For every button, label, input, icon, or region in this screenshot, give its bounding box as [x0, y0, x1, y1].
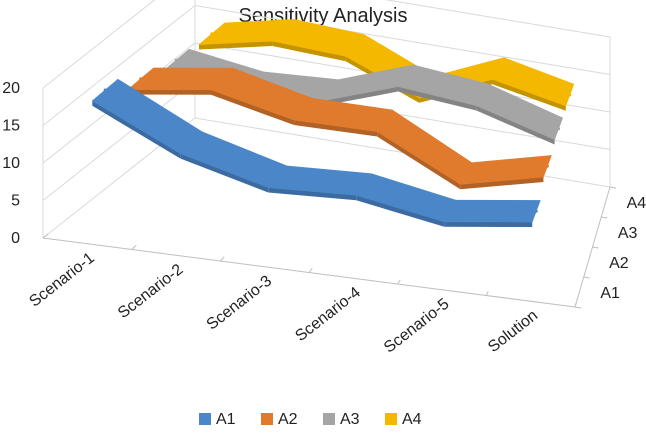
ribbon-side-a2-0: [127, 89, 211, 95]
point-a3-3: [404, 74, 408, 78]
category-tick: [42, 233, 49, 239]
ribbon-side-a4-4: [492, 79, 566, 111]
point-a4-4: [496, 67, 500, 70]
depth-label: A2: [609, 255, 629, 272]
point-a4-2: [353, 44, 357, 47]
category-tick: [131, 244, 137, 250]
ribbon-top-a4-4: [492, 57, 575, 107]
depth-tick: [583, 276, 590, 279]
category-tick: [308, 267, 313, 273]
point-a2-1: [220, 77, 224, 81]
point-a4-5: [568, 93, 572, 97]
point-a1-4: [448, 209, 452, 213]
point-a1-3: [362, 183, 366, 186]
depth-tick: [601, 216, 608, 219]
ribbon-side-a1-0: [92, 100, 181, 159]
point-a3-2: [327, 89, 331, 92]
ribbon-side-a3-4: [476, 105, 555, 145]
axes: [42, 186, 617, 309]
legend-swatch-a4: [385, 413, 397, 425]
legend-label-a2: A2: [278, 411, 298, 428]
ribbon-side-a1-1: [180, 153, 269, 193]
ribbon-top-a2-4: [460, 155, 552, 185]
category-label: Scenario-1: [26, 249, 98, 310]
category-label: Scenario-4: [292, 284, 364, 345]
category-tick: [485, 291, 489, 296]
y-tick-label: 20: [2, 80, 20, 97]
point-a1-5: [534, 209, 538, 213]
point-a3-0: [174, 58, 178, 62]
gridline-20: [42, 0, 611, 89]
ribbon-side-a2-4: [460, 177, 544, 190]
y-tick-label: 15: [2, 118, 20, 135]
ribbon-side-a3-2: [319, 86, 399, 107]
ribbon-side-a2-2: [294, 120, 378, 137]
depth-label: A4: [627, 195, 646, 212]
legend-swatch-a2: [261, 413, 273, 425]
ribbon-top-a1-1: [179, 131, 288, 188]
legend: A1 A2 A3 A4: [199, 411, 422, 428]
depth-label: A1: [600, 285, 620, 302]
ribbon-top-a3-4: [476, 83, 563, 140]
depth-tick: [592, 246, 599, 249]
point-a3-5: [557, 127, 561, 131]
point-a3-4: [480, 93, 484, 97]
point-a2-2: [301, 107, 305, 111]
y-tick-label: 10: [2, 155, 20, 172]
point-a2-3: [383, 119, 387, 123]
ribbon-side-a1-2: [268, 187, 357, 201]
ribbon-side-a4-0: [198, 41, 273, 50]
category-label: Scenario-3: [204, 272, 276, 333]
point-a1-1: [189, 141, 193, 145]
y-tick-label: 0: [11, 230, 20, 247]
category-label: Scenario-5: [381, 295, 453, 356]
category-tick: [219, 256, 225, 262]
ribbon-side-a4-1: [272, 41, 346, 62]
legend-label-a1: A1: [216, 411, 236, 428]
depth-tick: [574, 306, 582, 309]
point-a4-0: [210, 32, 214, 36]
point-a2-0: [139, 77, 143, 81]
point-a2-5: [545, 164, 549, 168]
ribbon-side-a3-3: [398, 86, 477, 111]
series-ribbons: [92, 19, 575, 228]
point-a4-1: [281, 28, 285, 32]
point-a1-2: [276, 175, 280, 179]
ribbon-side-a2-3: [377, 131, 461, 190]
ribbon-side-a1-4: [444, 221, 533, 228]
point-a1-0: [103, 88, 107, 92]
legend-label-a4: A4: [402, 411, 422, 428]
point-a2-4: [464, 172, 468, 175]
depth-tick: [609, 186, 617, 189]
legend-swatch-a1: [199, 413, 211, 425]
ribbon-side-a2-1: [210, 89, 295, 126]
ribbon-top-a1-4: [443, 199, 541, 223]
y-tick-label: 5: [11, 193, 20, 210]
ribbon-top-a2-3: [376, 109, 473, 185]
category-tick: [397, 279, 401, 285]
category-label: Scenario-2: [115, 261, 187, 322]
category-tick: [574, 302, 577, 308]
ribbon-side-a1-3: [356, 195, 445, 227]
series-a1: [92, 78, 541, 228]
category-label: Solution: [485, 307, 541, 356]
depth-label: A3: [618, 225, 638, 242]
series-a2: [127, 67, 552, 190]
legend-swatch-a3: [323, 413, 335, 425]
legend-label-a3: A3: [340, 411, 360, 428]
